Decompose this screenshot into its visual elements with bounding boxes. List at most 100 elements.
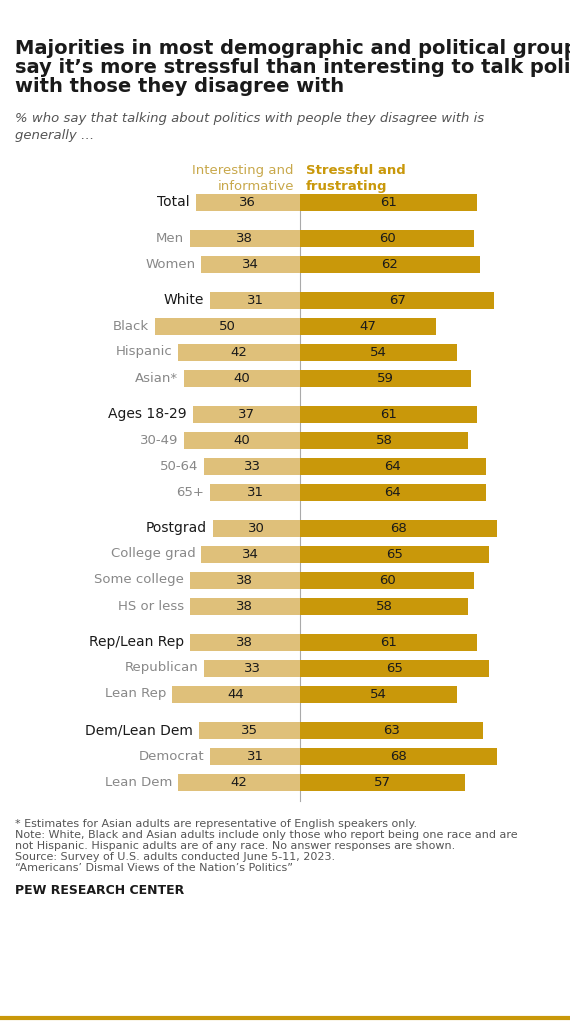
Text: Lean Dem: Lean Dem [105,775,172,788]
Text: Interesting and
informative: Interesting and informative [193,164,294,193]
Text: 33: 33 [243,460,260,472]
Text: 57: 57 [374,775,391,788]
Text: Hispanic: Hispanic [116,345,172,358]
Text: 47: 47 [360,319,377,333]
Text: 38: 38 [237,599,253,612]
Text: Democrat: Democrat [139,750,204,763]
Text: 50-64: 50-64 [160,460,198,472]
Bar [201,256,300,272]
Text: 54: 54 [370,345,386,358]
Text: 61: 61 [380,196,397,209]
Bar [190,229,300,247]
Text: 40: 40 [234,433,250,446]
Bar [300,546,488,562]
Text: say it’s more stressful than interesting to talk politics: say it’s more stressful than interesting… [15,58,570,77]
Bar [204,458,300,474]
Bar [178,343,300,360]
Text: Source: Survey of U.S. adults conducted June 5-11, 2023.: Source: Survey of U.S. adults conducted … [15,852,335,862]
Text: 60: 60 [378,573,396,587]
Text: Rep/Lean Rep: Rep/Lean Rep [89,635,184,649]
Text: Total: Total [157,195,190,209]
Bar [198,722,300,738]
Text: 37: 37 [238,408,255,421]
Text: 31: 31 [247,485,263,499]
Text: College grad: College grad [111,548,196,560]
Text: 42: 42 [231,345,247,358]
Bar [300,773,465,791]
Text: Black: Black [113,319,149,333]
Bar [300,229,474,247]
Bar [300,406,477,423]
Text: 61: 61 [380,408,397,421]
Text: % who say that talking about politics with people they disagree with is
generall: % who say that talking about politics wi… [15,112,484,142]
Text: 65: 65 [386,548,402,560]
Text: 65+: 65+ [176,485,204,499]
Text: Republican: Republican [125,662,198,675]
Bar [300,659,488,677]
Text: 59: 59 [377,372,394,384]
Text: Ages 18-29: Ages 18-29 [108,407,187,421]
Bar [300,571,474,589]
Bar [300,256,480,272]
Text: 38: 38 [237,636,253,648]
Text: HS or less: HS or less [117,599,184,612]
Bar [184,370,300,386]
Bar [300,292,494,308]
Text: Postgrad: Postgrad [146,521,207,535]
Text: Majorities in most demographic and political groups: Majorities in most demographic and polit… [15,39,570,58]
Text: Women: Women [145,257,196,270]
Bar [300,519,497,537]
Text: 58: 58 [376,433,393,446]
Bar [196,194,300,211]
Bar [184,431,300,449]
Text: 61: 61 [380,636,397,648]
Text: 54: 54 [370,687,386,700]
Bar [300,370,471,386]
Text: 62: 62 [381,257,398,270]
Text: 31: 31 [247,294,263,306]
Text: 67: 67 [389,294,406,306]
Text: 34: 34 [242,257,259,270]
Text: Asian*: Asian* [135,372,178,384]
Text: 42: 42 [231,775,247,788]
Text: 38: 38 [237,573,253,587]
Text: 40: 40 [234,372,250,384]
Text: Note: White, Black and Asian adults include only those who report being one race: Note: White, Black and Asian adults incl… [15,830,518,840]
Bar [300,343,457,360]
Text: 35: 35 [241,724,258,736]
Text: 64: 64 [384,485,401,499]
Text: 30-49: 30-49 [140,433,178,446]
Bar [210,483,300,501]
Text: Men: Men [156,231,184,245]
Text: 60: 60 [378,231,396,245]
Bar [210,292,300,308]
Bar [300,458,486,474]
Text: 31: 31 [247,750,263,763]
Text: 36: 36 [239,196,256,209]
Bar [190,634,300,650]
Text: Some college: Some college [94,573,184,587]
Bar [213,519,300,537]
Bar [300,722,483,738]
Bar [172,685,300,702]
Bar [190,597,300,614]
Bar [300,483,486,501]
Text: “Americans’ Dismal Views of the Nation’s Politics”: “Americans’ Dismal Views of the Nation’s… [15,863,293,873]
Bar [300,431,468,449]
Text: 38: 38 [237,231,253,245]
Bar [178,773,300,791]
Text: 30: 30 [248,521,265,535]
Text: 34: 34 [242,548,259,560]
Bar [190,571,300,589]
Text: with those they disagree with: with those they disagree with [15,77,344,96]
Bar [300,685,457,702]
Text: Lean Rep: Lean Rep [105,687,166,700]
Text: 64: 64 [384,460,401,472]
Text: 44: 44 [228,687,245,700]
Text: 58: 58 [376,599,393,612]
Text: 68: 68 [390,521,407,535]
Text: White: White [164,293,204,307]
Text: 50: 50 [219,319,236,333]
Text: Stressful and
frustrating: Stressful and frustrating [306,164,406,193]
Text: 65: 65 [386,662,402,675]
